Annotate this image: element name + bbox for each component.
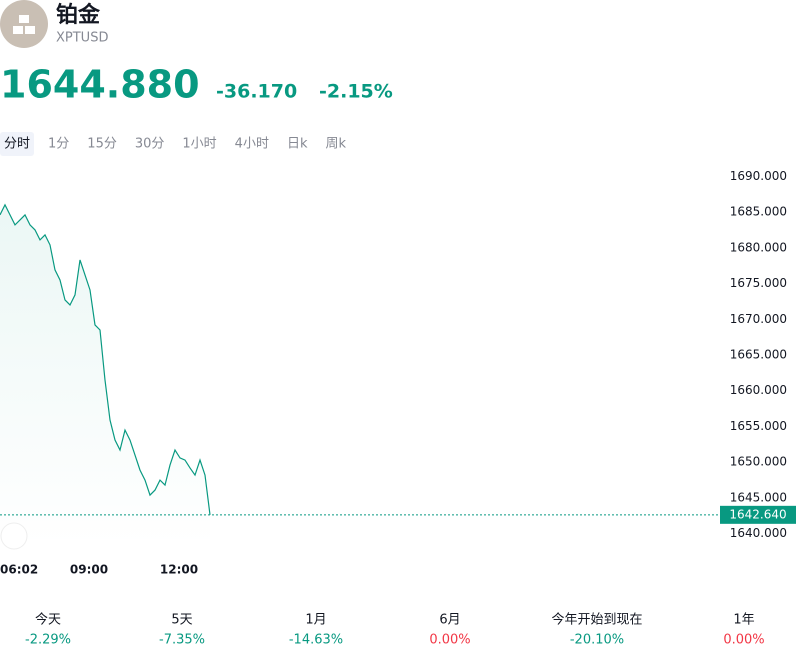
tab[interactable]: 周k [325, 137, 346, 152]
period[interactable]: 6月 [439, 613, 460, 628]
y-tick-label: 1685.000 [730, 205, 787, 219]
last-price-label: 1642.640 [729, 507, 786, 521]
logo-icon [13, 15, 35, 34]
x-tick-label: 06:02 [0, 563, 38, 577]
change: -36.170 [216, 81, 297, 103]
tab[interactable]: 15分 [87, 137, 117, 152]
tv-badge [0, 522, 28, 550]
area [0, 204, 210, 548]
tab[interactable]: 30分 [135, 137, 165, 152]
period-value: -14.63% [289, 633, 343, 648]
y-tick-label: 1675.000 [730, 276, 787, 290]
y-tick-label: 1655.000 [730, 419, 787, 433]
period-value: -20.10% [570, 633, 624, 648]
tab[interactable]: 日k [287, 137, 308, 152]
y-tick-label: 1645.000 [730, 490, 787, 504]
price: 1644.880 [0, 63, 200, 107]
x-tick-label: 12:00 [160, 563, 198, 577]
y-tick-label: 1650.000 [730, 455, 787, 469]
period[interactable]: 1月 [305, 613, 326, 628]
tab[interactable]: 1小时 [182, 137, 216, 152]
tab[interactable]: 4小时 [235, 137, 269, 152]
y-tick-label: 1665.000 [730, 348, 787, 362]
period[interactable]: 5天 [171, 613, 192, 628]
symbol: XPTUSD [56, 31, 108, 46]
price-line [0, 203, 211, 515]
period-value: -2.29% [25, 633, 71, 648]
period[interactable]: 1年 [733, 613, 754, 628]
period[interactable]: 今年开始到现在 [551, 612, 642, 628]
change-pct: -2.15% [319, 81, 393, 103]
tab[interactable]: 分时 [4, 137, 30, 152]
y-tick-label: 1660.000 [730, 383, 787, 397]
y-tick-label: 1640.000 [730, 526, 787, 540]
tab-active [0, 132, 35, 156]
last-price-box [720, 505, 796, 524]
period-value: -7.35% [159, 633, 205, 648]
period[interactable]: 今天 [35, 612, 61, 628]
period-value: 0.00% [723, 633, 764, 648]
y-tick-label: 1690.000 [730, 169, 787, 183]
tab[interactable]: 1分 [48, 137, 69, 152]
x-tick-label: 09:00 [70, 563, 108, 577]
title: 铂金 [56, 2, 101, 28]
period-value: 0.00% [429, 633, 470, 648]
y-tick-label: 1680.000 [730, 240, 787, 254]
logo [0, 0, 48, 48]
y-tick-label: 1670.000 [730, 312, 787, 326]
